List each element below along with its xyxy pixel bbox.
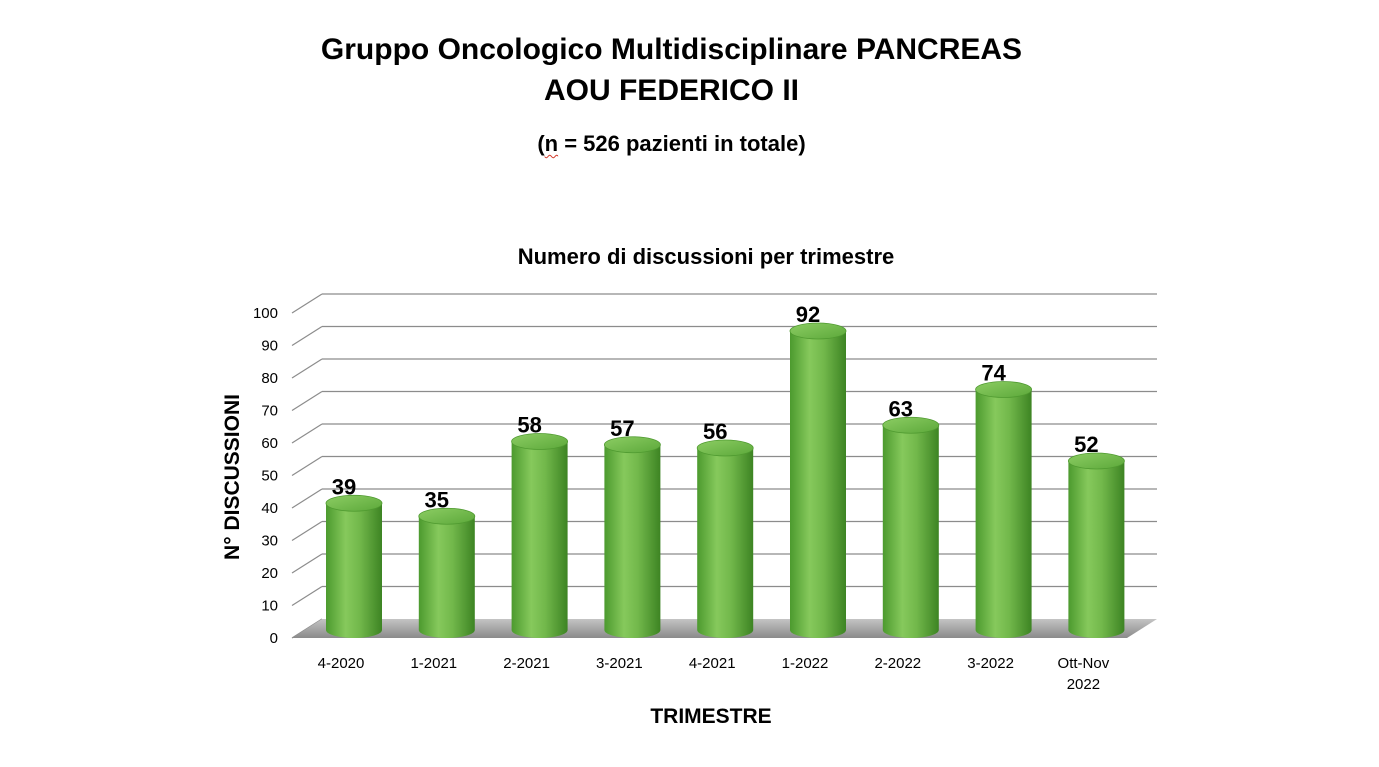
bar-body — [790, 331, 846, 638]
data-label: 35 — [425, 487, 449, 512]
bar-cap — [604, 436, 661, 454]
bar-cap — [511, 433, 568, 450]
data-label: 39 — [332, 474, 356, 499]
bar-cap — [789, 322, 847, 340]
bar-cap — [696, 439, 754, 457]
bar-body — [418, 516, 475, 638]
gridline-diagonal — [291, 455, 323, 477]
bar — [511, 433, 568, 638]
y-tick-label: 20 — [261, 565, 278, 582]
bar — [325, 494, 383, 638]
y-axis-ticks: 0 10 20 30 40 50 60 70 80 90 100 — [253, 305, 278, 647]
bar — [696, 439, 754, 638]
y-tick-label: 40 — [261, 500, 278, 517]
page-title-line-1: Gruppo Oncologico Multidisciplinare PANC… — [320, 33, 1023, 66]
x-category-label: 2-2021 — [503, 655, 550, 672]
y-tick-label: 100 — [253, 305, 278, 322]
bar-cap — [882, 416, 940, 434]
y-tick-label: 90 — [261, 338, 278, 355]
x-category-label: Ott-Nov 2022 — [1058, 655, 1110, 693]
bar-cap — [418, 507, 476, 525]
x-category-label: 3-2021 — [596, 655, 643, 672]
bar — [789, 322, 847, 638]
y-tick-label: 60 — [261, 435, 278, 452]
gridline-diagonal — [291, 585, 323, 607]
y-tick-label: 10 — [261, 598, 278, 615]
x-axis-title: TRIMESTRE — [650, 705, 771, 728]
x-category-label: 2-2022 — [874, 655, 921, 672]
x-category-label: 1-2021 — [410, 655, 457, 672]
x-axis-categories: 4-2020 1-2021 2-2021 3-2021 4-2021 1-2022 2-20… — [318, 655, 1110, 693]
y-tick-label: 70 — [261, 403, 278, 420]
bar-body — [604, 444, 661, 638]
bars — [325, 322, 1125, 638]
bar — [604, 436, 661, 638]
gridline-diagonal — [291, 488, 323, 509]
bar-cap — [1068, 452, 1125, 470]
bar-body — [1068, 461, 1125, 638]
bar-body — [511, 441, 568, 638]
page-title-line-2: AOU FEDERICO II — [543, 74, 799, 107]
data-label: 74 — [981, 361, 1006, 386]
data-labels: 39 35 58 57 56 92 63 74 52 — [332, 302, 1099, 512]
subtitle-rest: = 526 pazienti in totale) — [558, 131, 806, 156]
bar-body — [326, 503, 382, 638]
page-subtitle: (n = 526 pazienti in totale) — [0, 131, 1343, 157]
data-label: 57 — [610, 416, 634, 441]
x-category-label: 4-2021 — [689, 655, 736, 672]
bar-cap — [975, 381, 1032, 398]
bar — [1068, 452, 1125, 638]
gridline-diagonal — [291, 553, 323, 574]
data-label: 63 — [889, 396, 913, 421]
data-label: 52 — [1074, 432, 1098, 457]
y-tick-label: 30 — [261, 533, 278, 550]
data-label: 58 — [517, 413, 541, 438]
bar-body — [975, 389, 1032, 638]
data-label: 56 — [703, 419, 727, 444]
gridline-diagonal — [291, 293, 323, 314]
gridline-diagonal — [291, 423, 323, 444]
bar-cap — [325, 494, 383, 512]
y-axis-title: N° DISCUSSIONI — [221, 394, 244, 560]
bar-body — [697, 448, 754, 638]
x-category-label: 3-2022 — [967, 655, 1014, 672]
bar — [882, 416, 940, 638]
bar — [418, 507, 476, 638]
y-tick-label: 50 — [261, 468, 278, 485]
bar-body — [882, 425, 939, 638]
subtitle-n: n — [544, 131, 559, 156]
chart-title: Numero di discussioni per trimestre — [518, 244, 895, 269]
gridline-diagonal — [291, 325, 323, 347]
y-tick-label: 0 — [270, 630, 278, 647]
gridline-diagonal — [291, 358, 323, 379]
bar — [975, 381, 1032, 638]
data-label: 92 — [796, 302, 820, 327]
x-category-label: 1-2022 — [782, 655, 829, 672]
gridline-diagonal — [291, 520, 323, 542]
gridline-diagonal — [291, 390, 323, 412]
x-category-label: 4-2020 — [318, 655, 365, 672]
subtitle-prefix: ( — [537, 131, 545, 156]
y-tick-label: 80 — [261, 370, 278, 387]
